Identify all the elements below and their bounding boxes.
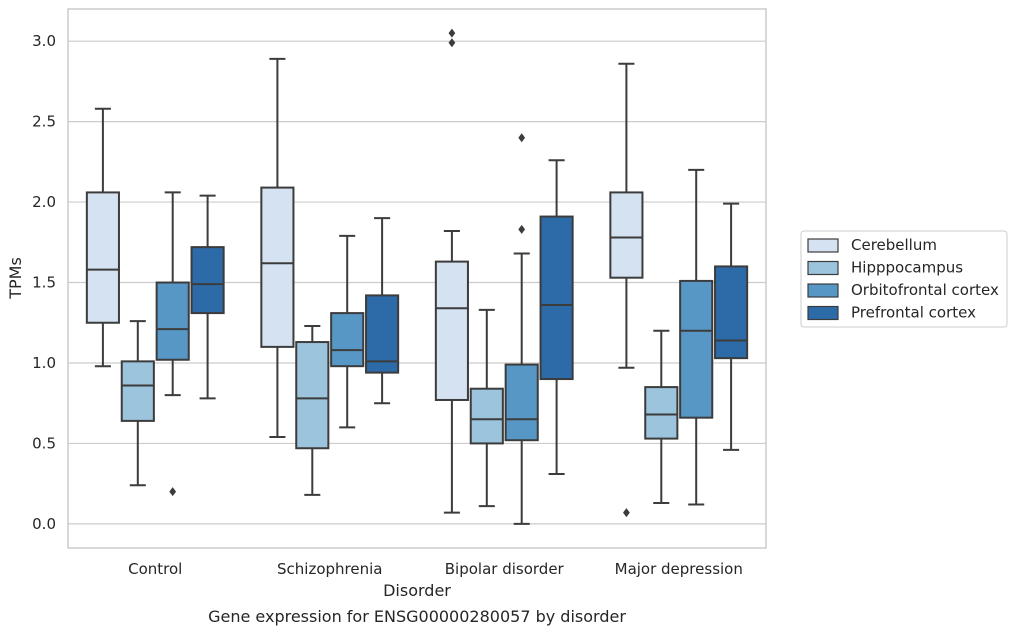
outlier-marker <box>518 224 526 234</box>
legend-swatch <box>807 238 839 253</box>
iqr-box <box>85 191 120 324</box>
box-3-2 <box>679 168 714 506</box>
legend-swatch <box>807 305 839 321</box>
y-tick-label: 1.5 <box>32 274 56 292</box>
box-3-0 <box>609 62 644 518</box>
iqr-box <box>504 363 539 442</box>
iqr-box <box>644 386 679 440</box>
box-3-3 <box>714 202 749 451</box>
outlier-marker <box>623 508 630 518</box>
box-0-3 <box>190 194 225 400</box>
iqr-box <box>714 265 749 360</box>
legend-label: Cerebellum <box>851 236 937 254</box>
iqr-box <box>434 260 469 401</box>
iqr-box <box>469 387 504 445</box>
box-1-2 <box>330 234 365 429</box>
y-tick-labels: 0.0 0.5 1.0 1.5 2.0 2.5 3.0 <box>32 32 56 533</box>
iqr-box <box>295 341 330 450</box>
x-tick-label: Major depression <box>615 560 743 578</box>
iqr-box <box>330 312 365 368</box>
box-2-3 <box>539 159 574 475</box>
y-tick-label: 1.0 <box>32 354 56 372</box>
iqr-box <box>365 294 400 374</box>
box-0-0 <box>85 107 120 368</box>
x-tick-labels: Control Schizophrenia Bipolar disorder Majo… <box>128 560 743 578</box>
outlier-marker <box>448 28 456 38</box>
box-2-0 <box>434 28 469 514</box>
box-0-2 <box>155 191 190 497</box>
y-tick-label: 3.0 <box>32 32 56 50</box>
iqr-box <box>155 281 190 361</box>
iqr-box <box>539 215 574 381</box>
iqr-box <box>679 279 714 419</box>
outlier-marker <box>518 133 526 143</box>
legend-swatch <box>807 260 839 276</box>
x-tick-label: Control <box>128 560 182 578</box>
y-axis-label: TPMs <box>6 257 25 300</box>
outlier-marker <box>169 487 177 497</box>
box-series <box>85 28 749 525</box>
legend: Cerebellum Hipppocampus Orbitofrontal cort… <box>800 230 1008 328</box>
legend-swatch <box>807 283 839 298</box>
legend-label: Hipppocampus <box>851 259 963 277</box>
chart-caption: Gene expression for ENSG00000280057 by d… <box>208 607 626 626</box>
outlier-marker <box>448 38 456 48</box>
box-2-1 <box>469 308 504 508</box>
iqr-box <box>190 246 225 315</box>
box-2-2 <box>504 133 539 525</box>
legend-label: Prefrontal cortex <box>851 304 976 322</box>
legend-label: Orbitofrontal cortex <box>851 281 999 299</box>
legend-frame <box>800 230 1008 328</box>
y-tick-label: 0.0 <box>32 515 56 533</box>
y-tick-label: 0.5 <box>32 434 56 452</box>
iqr-box <box>120 360 155 422</box>
x-tick-label: Schizophrenia <box>277 560 382 578</box>
iqr-box <box>260 186 295 348</box>
y-tick-label: 2.0 <box>32 193 56 211</box>
x-tick-label: Bipolar disorder <box>445 560 565 578</box>
box-1-0 <box>260 57 295 438</box>
box-1-3 <box>365 217 400 405</box>
x-axis-label: Disorder <box>383 581 451 600</box>
box-1-1 <box>295 324 330 496</box>
plot-frame <box>67 8 767 549</box>
box-3-1 <box>644 329 679 504</box>
y-tick-label: 2.5 <box>32 113 56 131</box>
box-0-1 <box>120 320 155 487</box>
iqr-box <box>609 191 644 279</box>
